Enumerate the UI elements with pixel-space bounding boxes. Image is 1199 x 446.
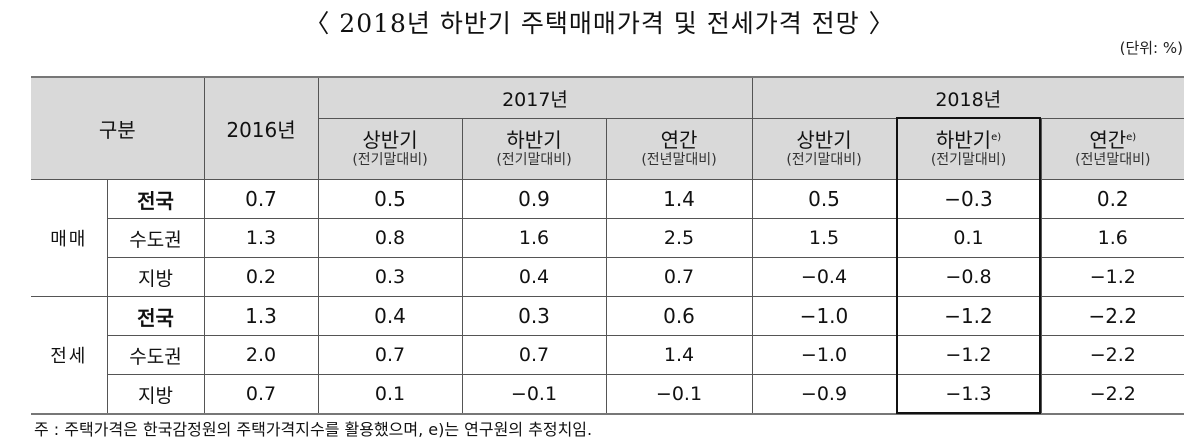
- header-2018-h2: 하반기e) (전기말대비): [895, 118, 1042, 180]
- header-2018-annual: 연간e) (전년말대비): [1040, 118, 1185, 180]
- value-cell: 0.7: [203, 374, 319, 415]
- value-cell: 0.9: [461, 179, 607, 219]
- region-label: 수도권: [107, 218, 205, 258]
- header-label: 연간: [660, 128, 698, 152]
- value-cell: −1.2: [895, 335, 1042, 375]
- group-label-sale: 매매: [31, 179, 108, 297]
- header-note: (전년말대비): [1075, 152, 1151, 168]
- value-cell: −0.8: [895, 257, 1042, 297]
- value-cell: 0.1: [317, 374, 463, 415]
- group-label-jeonse: 전세: [31, 296, 108, 415]
- value-cell: 0.8: [317, 218, 463, 258]
- value-cell: 0.7: [461, 335, 607, 375]
- value-cell: −0.1: [461, 374, 607, 415]
- header-2016: 2016년: [203, 76, 319, 180]
- header-2017-annual: 연간 (전년말대비): [605, 118, 753, 180]
- footnote: 주 : 주택가격은 한국감정원의 주택가격지수를 활용했으며, e)는 연구원의…: [34, 420, 593, 439]
- value-cell: 0.7: [317, 335, 463, 375]
- table-row: 지방 0.2 0.3 0.4 0.7 −0.4 −0.8 −1.2: [31, 257, 1185, 297]
- value-cell: 1.4: [605, 179, 753, 219]
- table-row: 수도권 1.3 0.8 1.6 2.5 1.5 0.1 1.6: [31, 218, 1185, 258]
- value-cell: −1.3: [895, 374, 1042, 415]
- header-note: (전기말대비): [496, 152, 572, 168]
- value-cell: −0.9: [751, 374, 897, 415]
- value-cell: 0.4: [461, 257, 607, 297]
- header-label: 연간: [1089, 128, 1127, 152]
- estimate-mark: e): [991, 132, 1002, 143]
- value-cell: 1.5: [751, 218, 897, 258]
- table-row: 매매 전국 0.7 0.5 0.9 1.4 0.5 −0.3 0.2: [31, 179, 1185, 297]
- value-cell: 0.7: [203, 179, 319, 219]
- value-cell: 1.3: [203, 218, 319, 258]
- value-cell: −2.2: [1040, 374, 1185, 415]
- value-cell: 0.7: [605, 257, 753, 297]
- value-cell: 0.6: [605, 296, 753, 336]
- header-label: 상반기: [796, 128, 852, 152]
- header-note: (전년말대비): [641, 152, 717, 168]
- value-cell: 0.2: [203, 257, 319, 297]
- table-row: 전세 전국 1.3 0.4 0.3 0.6 −1.0 −1.2 −2.2: [31, 296, 1185, 415]
- region-label: 수도권: [107, 335, 205, 375]
- value-cell: −0.3: [895, 179, 1042, 219]
- table-title: 〈 2018년 하반기 주택매매가격 및 전세가격 전망 〉: [304, 9, 895, 38]
- header-2017-h2: 하반기 (전기말대비): [461, 118, 607, 180]
- region-label: 지방: [107, 257, 205, 297]
- value-cell: 0.4: [317, 296, 463, 336]
- region-label: 전국: [106, 296, 205, 336]
- value-cell: 1.4: [605, 335, 753, 375]
- header-note: (전기말대비): [352, 152, 428, 168]
- header-2017: 2017년: [317, 76, 753, 119]
- header-label: 하반기: [506, 128, 562, 152]
- header-2018-h1: 상반기 (전기말대비): [751, 118, 897, 180]
- value-cell: 1.6: [461, 218, 607, 258]
- value-cell: 0.3: [317, 257, 463, 297]
- value-cell: 1.3: [203, 296, 319, 336]
- region-label: 지방: [107, 374, 205, 415]
- value-cell: −0.4: [751, 257, 897, 297]
- header-label: 상반기: [362, 128, 418, 152]
- header-2017-h1: 상반기 (전기말대비): [318, 118, 463, 180]
- value-cell: 0.1: [895, 218, 1042, 258]
- value-cell: −1.2: [1040, 257, 1185, 297]
- value-cell: 1.6: [1040, 218, 1185, 258]
- header-note: (전기말대비): [786, 152, 862, 168]
- region-label: 전국: [106, 179, 205, 219]
- value-cell: 0.5: [751, 179, 897, 219]
- value-cell: −1.0: [751, 296, 897, 336]
- value-cell: −1.0: [751, 335, 897, 375]
- header-note: (전기말대비): [930, 152, 1007, 168]
- forecast-table: 구분 2016년 2017년 2018년 상반기 (전기말대비) 하반기 (전기말대…: [31, 76, 1185, 415]
- value-cell: −1.2: [895, 296, 1042, 336]
- value-cell: 2.0: [203, 335, 319, 375]
- value-cell: −2.2: [1040, 296, 1185, 336]
- value-cell: −2.2: [1040, 335, 1185, 375]
- header-category: 구분: [31, 76, 205, 180]
- table-row: 지방 0.7 0.1 −0.1 −0.1 −0.9 −1.3 −2.2: [31, 374, 1185, 415]
- table-row: 수도권 2.0 0.7 0.7 1.4 −1.0 −1.2 −2.2: [31, 335, 1185, 375]
- value-cell: 0.2: [1040, 179, 1185, 219]
- value-cell: 0.5: [317, 179, 463, 219]
- value-cell: 2.5: [605, 218, 753, 258]
- header-2018: 2018년: [751, 76, 1185, 119]
- estimate-mark: e): [1126, 132, 1137, 143]
- header-label: 하반기: [935, 128, 992, 152]
- value-cell: 0.3: [461, 296, 607, 336]
- value-cell: −0.1: [605, 374, 753, 415]
- unit-label: (단위: %): [1119, 39, 1183, 57]
